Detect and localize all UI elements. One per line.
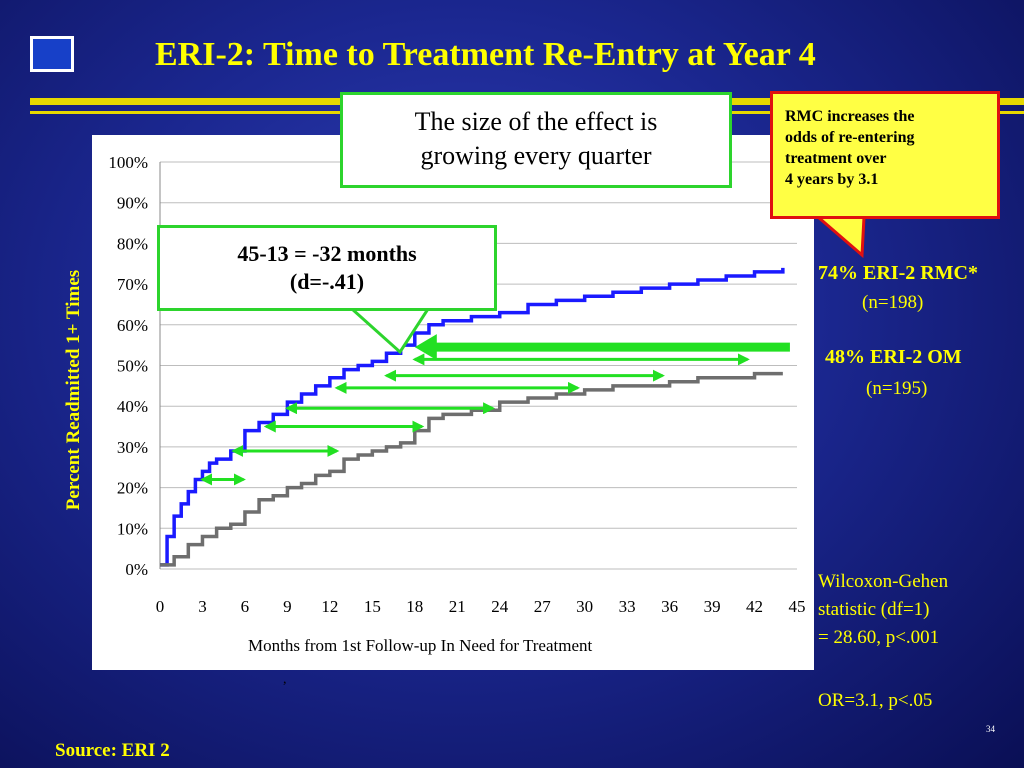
y-tick-label: 0% bbox=[125, 560, 148, 579]
stat-line: Wilcoxon-Gehen bbox=[818, 571, 949, 592]
x-axis-label: Months from 1st Follow-up In Need for Tr… bbox=[248, 636, 593, 655]
months-callout-line1: 45-13 = -32 months bbox=[237, 241, 417, 266]
y-tick-label: 90% bbox=[117, 194, 148, 213]
x-tick-label: 21 bbox=[449, 597, 466, 616]
odds-ratio-text: OR=3.1, p<.05 bbox=[818, 690, 933, 711]
x-tick-label: 30 bbox=[576, 597, 593, 616]
title-square-icon bbox=[30, 36, 74, 72]
om-sample-size: (n=195) bbox=[866, 378, 928, 399]
gridlines bbox=[159, 161, 797, 570]
rmc-callout-tail bbox=[813, 215, 866, 259]
stat-line: = 28.60, p<.001 bbox=[818, 627, 940, 648]
stat-line: statistic (df=1) bbox=[818, 599, 930, 620]
rmc-callout-line: treatment over bbox=[785, 150, 887, 167]
x-tick-label: 36 bbox=[661, 597, 678, 616]
om-series-label: 48% ERI-2 OM bbox=[825, 346, 962, 368]
months-callout-tail bbox=[348, 307, 431, 355]
y-tick-label: 80% bbox=[117, 234, 148, 253]
x-tick-label: 3 bbox=[198, 597, 207, 616]
rmc-sample-size: (n=198) bbox=[862, 292, 924, 313]
rmc-callout-line: odds of re-entering bbox=[785, 129, 915, 146]
page-number: 34 bbox=[986, 724, 995, 734]
months-difference-callout: 45-13 = -32 months (d=-.41) bbox=[157, 225, 497, 311]
effect-callout-line2: growing every quarter bbox=[420, 141, 652, 170]
large-arrow-head bbox=[414, 334, 437, 361]
y-tick-label: 70% bbox=[117, 275, 148, 294]
y-tick-labels: 0% 10% 20% 30% 40% 50% 60% 70% 80% 90% 100% bbox=[108, 153, 148, 579]
y-tick-label: 40% bbox=[117, 397, 148, 416]
x-tick-label: 45 bbox=[789, 597, 806, 616]
x-tick-label: 24 bbox=[491, 597, 509, 616]
stray-mark: , bbox=[283, 672, 287, 687]
effect-callout-line1: The size of the effect is bbox=[414, 107, 658, 136]
effect-callout: The size of the effect is growing every … bbox=[340, 92, 732, 188]
x-tick-label: 33 bbox=[619, 597, 636, 616]
rmc-callout-line: 4 years by 3.1 bbox=[785, 171, 879, 188]
y-tick-label: 100% bbox=[108, 153, 148, 172]
y-tick-label: 20% bbox=[117, 479, 148, 498]
source-text: Source: ERI 2 bbox=[55, 740, 170, 761]
x-tick-label: 6 bbox=[241, 597, 250, 616]
rmc-series-label: 74% ERI-2 RMC* bbox=[818, 262, 978, 284]
x-tick-label: 12 bbox=[321, 597, 338, 616]
x-tick-label: 9 bbox=[283, 597, 292, 616]
comparison-arrows bbox=[200, 215, 866, 486]
x-tick-label: 27 bbox=[534, 597, 552, 616]
rmc-odds-callout: RMC increases the odds of re-entering tr… bbox=[770, 91, 1000, 219]
series-lines bbox=[160, 267, 785, 567]
x-tick-labels: 0 3 6 9 12 15 18 21 24 27 30 33 36 39 42 45 bbox=[156, 597, 806, 616]
y-tick-label: 60% bbox=[117, 316, 148, 335]
y-tick-label: 30% bbox=[117, 438, 148, 457]
series-line-om bbox=[160, 371, 783, 567]
x-tick-label: 18 bbox=[406, 597, 423, 616]
wilcoxon-statistic: Wilcoxon-Gehen statistic (df=1) = 28.60,… bbox=[818, 568, 948, 652]
y-tick-label: 10% bbox=[117, 519, 148, 538]
slide-title: ERI-2: Time to Treatment Re-Entry at Yea… bbox=[155, 36, 816, 73]
y-axis-label: Percent Readmitted 1+ Times bbox=[63, 269, 84, 511]
x-tick-label: 0 bbox=[156, 597, 165, 616]
x-tick-label: 15 bbox=[364, 597, 381, 616]
months-callout-line2: (d=-.41) bbox=[289, 269, 365, 294]
x-tick-label: 39 bbox=[704, 597, 721, 616]
rmc-callout-line: RMC increases the bbox=[785, 108, 915, 125]
series-line-rmc bbox=[160, 267, 785, 567]
y-tick-label: 50% bbox=[117, 357, 148, 376]
x-tick-label: 42 bbox=[746, 597, 763, 616]
